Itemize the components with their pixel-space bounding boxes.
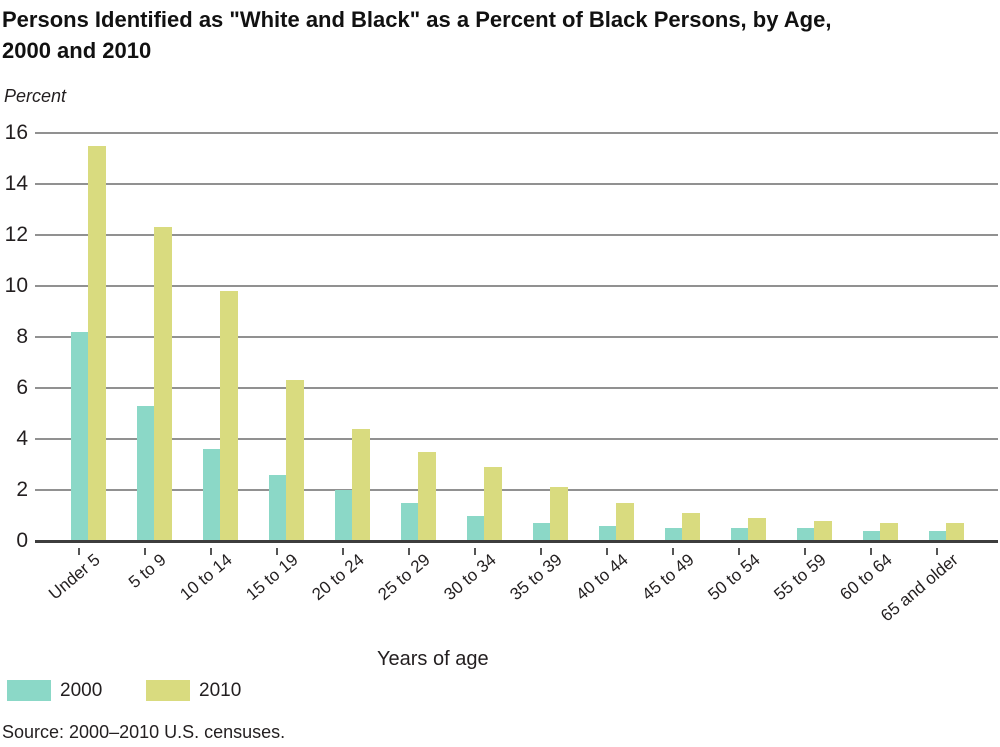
- gridline-8: [35, 336, 998, 338]
- bar-2010-55-to-59: [814, 520, 832, 541]
- x-category-label: 15 to 19: [242, 550, 302, 605]
- y-axis-tick-labels: 0 2 4 6 8 10 12 14 16: [0, 122, 28, 551]
- bar-2000-35-to-39: [532, 523, 550, 541]
- bar-2000-45-to-49: [664, 528, 682, 541]
- bar-2010-40-to-44: [616, 502, 634, 541]
- x-tick-2: [144, 548, 147, 555]
- x-tick-8: [540, 548, 543, 555]
- x-tick-5: [342, 548, 345, 555]
- x-axis-line: [35, 540, 998, 543]
- chart-title-line1: Persons Identified as "White and Black" …: [2, 7, 832, 32]
- x-category-label: 25 to 29: [374, 550, 434, 605]
- bar-2010-5-to-9: [154, 227, 172, 541]
- gridline-4: [35, 438, 998, 440]
- x-category-label: 45 to 49: [638, 550, 698, 605]
- bar-2010-10-to-14: [220, 291, 238, 541]
- y-tick-label-6: 6: [16, 376, 28, 399]
- gridline-14: [35, 183, 998, 185]
- x-category-label: 5 to 9: [124, 550, 170, 592]
- gridline-12: [35, 234, 998, 236]
- x-tick-4: [276, 548, 279, 555]
- source-note: Source: 2000–2010 U.S. censuses.: [2, 722, 286, 742]
- x-category-label: 40 to 44: [572, 550, 632, 605]
- legend-label-2000: 2000: [60, 680, 103, 701]
- y-tick-label-12: 12: [4, 223, 28, 246]
- y-tick-label-0: 0: [16, 529, 28, 552]
- x-tick-1: [78, 548, 81, 555]
- gridline-10: [35, 285, 998, 287]
- x-tick-9: [606, 548, 609, 555]
- plot-area: [35, 132, 998, 555]
- x-category-label: 55 to 59: [770, 550, 830, 605]
- y-tick-label-16: 16: [4, 121, 28, 144]
- x-category-label: 10 to 14: [176, 550, 236, 605]
- x-category-label: 60 to 64: [836, 550, 896, 605]
- bar-2000-20-to-24: [334, 490, 352, 541]
- bar-2010-50-to-54: [748, 518, 766, 541]
- y-tick-label-10: 10: [4, 274, 28, 297]
- bar-2010-35-to-39: [550, 487, 568, 541]
- bar-2000-25-to-29: [400, 502, 418, 541]
- x-tick-11: [738, 548, 741, 555]
- x-category-label: 30 to 34: [440, 550, 500, 605]
- bar-2010-25-to-29: [418, 451, 436, 541]
- x-tick-3: [210, 548, 213, 555]
- y-tick-label-4: 4: [16, 427, 28, 450]
- gridline-2: [35, 489, 998, 491]
- bar-2000-15-to-19: [268, 474, 286, 541]
- y-tick-label-14: 14: [4, 172, 28, 195]
- x-category-label: 35 to 39: [506, 550, 566, 605]
- x-category-label: Under 5: [44, 550, 104, 604]
- gridline-16: [35, 132, 998, 134]
- x-tick-7: [474, 548, 477, 555]
- chart-title-line2: 2000 and 2010: [2, 38, 152, 63]
- bar-2000-40-to-44: [598, 525, 616, 541]
- x-tick-13: [870, 548, 873, 555]
- y-tick-label-8: 8: [16, 325, 28, 348]
- legend-label-2010: 2010: [199, 680, 242, 701]
- bar-2000-65-and-older: [928, 530, 946, 541]
- bar-2000-60-to-64: [862, 530, 880, 541]
- x-tick-14: [936, 548, 939, 555]
- chart-title: Persons Identified as "White and Black" …: [2, 4, 954, 66]
- y-tick-label-2: 2: [16, 478, 28, 501]
- bar-2010-under-5: [88, 145, 106, 541]
- x-category-label: 50 to 54: [704, 550, 764, 605]
- bar-2010-15-to-19: [286, 380, 304, 541]
- bar-2000-50-to-54: [730, 528, 748, 541]
- bar-2000-10-to-14: [202, 449, 220, 541]
- legend-swatch-2010: [146, 680, 190, 701]
- legend-swatch-2000: [7, 680, 51, 701]
- gridline-6: [35, 387, 998, 389]
- bar-2000-30-to-34: [466, 515, 484, 541]
- bar-2010-20-to-24: [352, 428, 370, 541]
- bar-2000-55-to-59: [796, 528, 814, 541]
- y-axis-unit-label: Percent: [4, 86, 67, 106]
- x-tick-12: [804, 548, 807, 555]
- x-tick-6: [408, 548, 411, 555]
- bar-2010-45-to-49: [682, 512, 700, 541]
- x-axis-title: Years of age: [377, 648, 489, 670]
- bar-2010-60-to-64: [880, 523, 898, 541]
- bar-2010-30-to-34: [484, 467, 502, 541]
- x-category-label: 20 to 24: [308, 550, 368, 605]
- bar-2010-65-and-older: [946, 523, 964, 541]
- x-tick-10: [672, 548, 675, 555]
- bar-2000-under-5: [70, 331, 88, 541]
- bar-2000-5-to-9: [136, 405, 154, 541]
